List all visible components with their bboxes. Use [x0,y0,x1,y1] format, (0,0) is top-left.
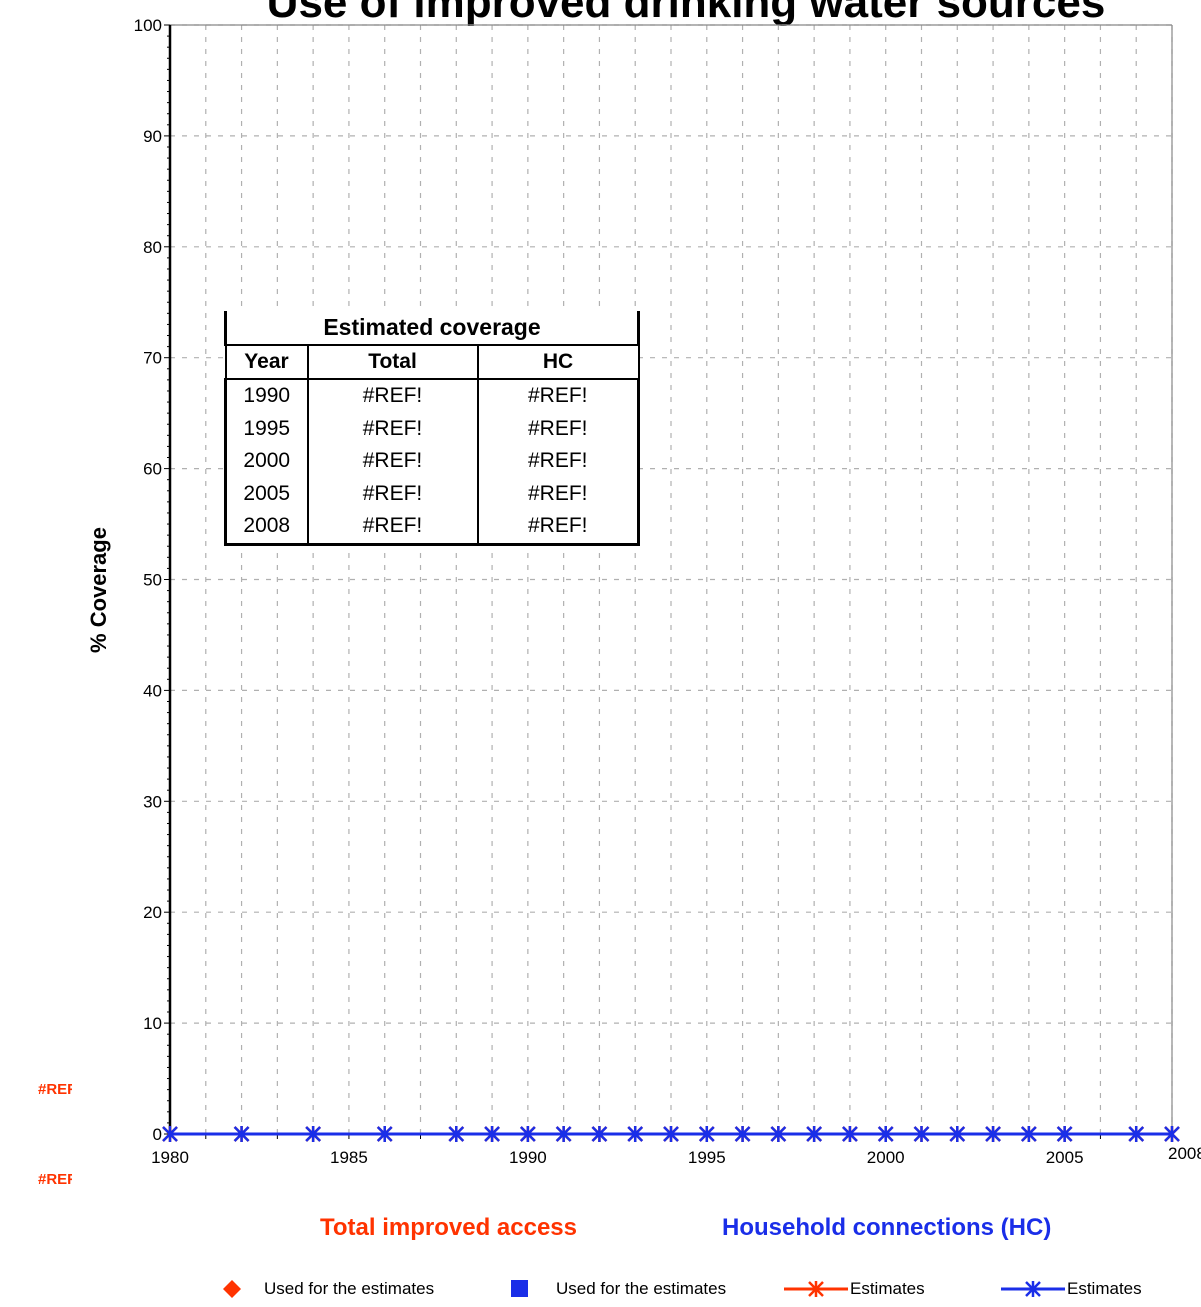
legend-title-hc: Household connections (HC) [722,1214,1052,1241]
data-point-hc [376,1126,393,1142]
data-point-hc [842,1126,858,1142]
table-cell-hc: #REF! [476,379,640,413]
data-point-hc [734,1126,751,1142]
data-point-hc [519,1126,536,1142]
data-point-hc [555,1126,572,1142]
table-header-total: Total [306,344,479,380]
y-tick-label: 100 [134,16,162,35]
legend-item-total-used: Used for the estimates [222,1279,434,1299]
x-tick-label: 2005 [1046,1148,1084,1167]
blue-star-line-icon [1001,1281,1065,1297]
data-point-hc [663,1126,679,1142]
data-point-hc [1164,1126,1180,1142]
legend-label: Estimates [850,1279,925,1298]
data-point-hc [1020,1126,1037,1142]
table-row: 1990 #REF! #REF! [224,379,640,413]
data-point-hc [1128,1126,1145,1142]
table-cell-year: 2000 [224,445,309,478]
table-header-year: Year [224,344,309,380]
y-tick-label: 70 [143,349,162,368]
table-row: 2005 #REF! #REF! [224,477,640,510]
table-caption: Estimated coverage [224,311,640,345]
table-cell-total: #REF! [306,510,479,546]
grid-layer [170,24,1173,1134]
data-point-hc [305,1126,322,1142]
table-cell-total: #REF! [306,412,479,445]
x-tick-label: 2000 [867,1148,905,1167]
data-point-hc [806,1126,823,1142]
legend-title-total: Total improved access [320,1214,577,1241]
data-point-hc [877,1126,894,1142]
side-ref-bottom: #REF! [38,1171,72,1188]
legend-item-total-estimates: Estimates [784,1279,925,1299]
table-header-hc: HC [476,344,640,380]
y-tick-label: 0 [153,1125,162,1144]
table-cell-total: #REF! [306,379,479,413]
x-tick-label: 1990 [509,1148,547,1167]
y-tick-label: 20 [143,903,162,922]
y-tick-label: 10 [143,1014,162,1033]
x-tick-label: 1995 [688,1148,726,1167]
data-point-hc [949,1126,966,1142]
legend-item-hc-used: Used for the estimates [510,1279,726,1299]
legend-label: Used for the estimates [264,1279,435,1298]
data-point-hc [770,1126,787,1142]
table-cell-year: 1995 [224,412,309,445]
estimated-coverage-table: Estimated coverage Year Total HC 1990 #R… [224,311,640,546]
legend-item-hc-estimates: Estimates [1001,1279,1142,1299]
table-cell-hc: #REF! [476,510,640,546]
axis-layer [164,24,1173,1139]
data-point-hc [1056,1126,1073,1142]
y-tick-label: 30 [143,792,162,811]
data-point-hc [162,1126,178,1142]
red-diamond-icon [223,1280,241,1298]
data-point-hc [985,1126,1001,1142]
table-cell-hc: #REF! [476,445,640,478]
table-cell-total: #REF! [306,445,479,478]
data-point-hc [448,1126,465,1142]
legend-label: Used for the estimates [556,1279,727,1298]
y-tick-label: 50 [143,571,162,590]
x-tick-label: 1980 [151,1148,189,1167]
y-axis-title: % Coverage [86,527,111,653]
x-tick-label-end: 2008 [1168,1144,1201,1163]
data-point-hc [627,1126,644,1142]
x-tick-label: 1985 [330,1148,368,1167]
blue-square-icon [511,1280,528,1297]
y-tick-label: 40 [143,681,162,700]
legend-label: Estimates [1067,1279,1142,1298]
table-cell-hc: #REF! [476,412,640,445]
data-point-hc [591,1126,608,1142]
data-point-hc [698,1126,715,1142]
side-ref-top: #REF! [38,1081,72,1098]
data-point-hc [484,1126,500,1142]
red-star-line-icon [784,1281,848,1297]
data-point-hc [913,1126,930,1142]
table-row: 1995 #REF! #REF! [224,412,640,445]
table-cell-year: 2005 [224,477,309,510]
y-tick-label: 80 [143,238,162,257]
table-cell-hc: #REF! [476,477,640,510]
chart-title: Use of improved drinking water sources [266,0,1106,27]
table-cell-total: #REF! [306,477,479,510]
table-cell-year: 1990 [224,379,309,413]
table-row: 2008 #REF! #REF! [224,510,640,546]
table-row: 2000 #REF! #REF! [224,445,640,478]
y-tick-label: 90 [143,127,162,146]
series-layer [162,1126,1180,1142]
data-point-hc [233,1126,250,1142]
y-tick-label: 60 [143,460,162,479]
table-cell-year: 2008 [224,510,309,546]
